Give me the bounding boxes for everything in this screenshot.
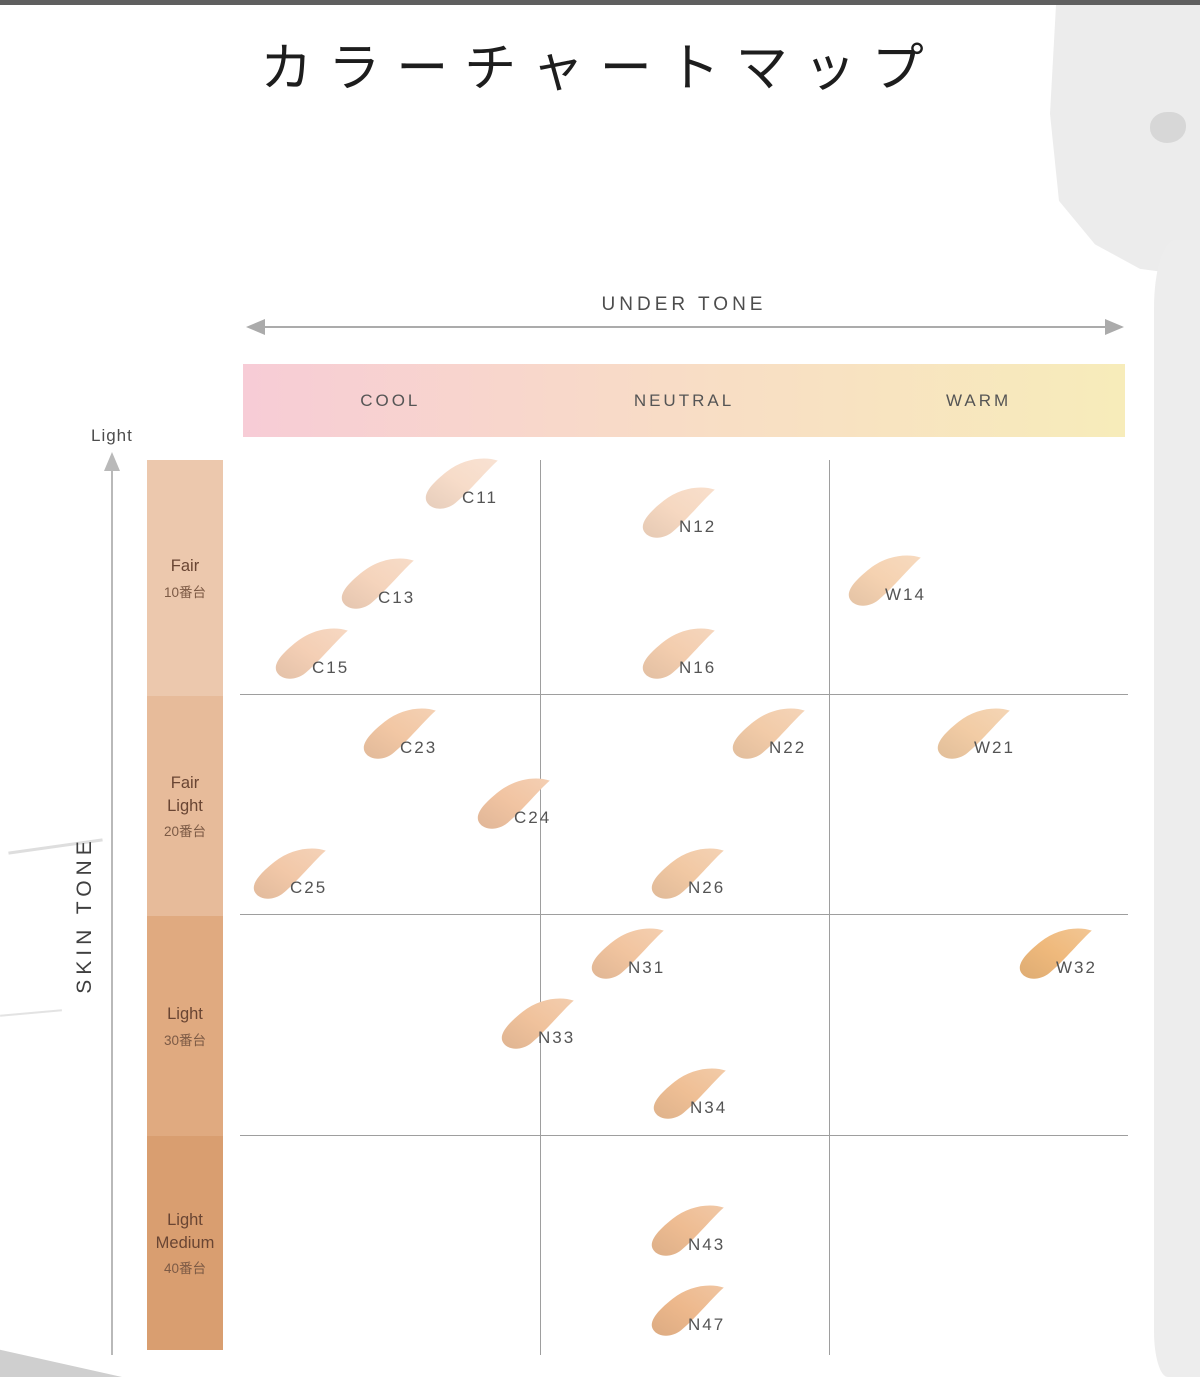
grid-line-vertical bbox=[829, 460, 830, 1355]
band-name: Fair Light bbox=[167, 774, 203, 815]
arrow-right-head-icon bbox=[1105, 319, 1124, 335]
grid-line-horizontal bbox=[240, 694, 1128, 695]
foundation-smear-icon bbox=[501, 998, 574, 1049]
skin-tone-band-light: Light 30番台 bbox=[147, 916, 223, 1136]
foundation-smear-icon bbox=[477, 778, 550, 829]
zone-label-warm: WARM bbox=[945, 390, 1012, 410]
shade-swatch-c23: C23 bbox=[358, 705, 468, 767]
shade-swatch-n33: N33 bbox=[496, 995, 606, 1057]
zone-label-cool: COOL bbox=[360, 390, 421, 410]
band-name: Fair bbox=[170, 557, 200, 576]
top-border-bar bbox=[0, 0, 1200, 5]
foundation-smear-icon bbox=[642, 487, 715, 538]
band-range-label: 10番台 bbox=[163, 584, 207, 600]
foundation-smear-icon bbox=[363, 708, 436, 759]
shade-code-label: W32 bbox=[1056, 958, 1097, 977]
foundation-smear-icon bbox=[848, 555, 921, 606]
shade-code-label: C24 bbox=[514, 808, 552, 827]
shade-swatch-n26: N26 bbox=[646, 845, 756, 907]
skin-tone-band-fair-light: Fair Light 20番台 bbox=[147, 696, 223, 916]
shade-code-label: C13 bbox=[378, 588, 416, 607]
shade-swatch-n12: N12 bbox=[637, 484, 747, 546]
skin-tone-axis-arrow bbox=[104, 452, 120, 1355]
skin-tone-axis-label: SKIN TONE bbox=[73, 836, 96, 994]
paper-texture-scratch bbox=[0, 1009, 62, 1017]
shade-swatch-n16: N16 bbox=[637, 625, 747, 687]
shade-code-label: N22 bbox=[769, 738, 807, 757]
shade-code-label: N34 bbox=[690, 1098, 728, 1117]
shade-swatch-c15: C15 bbox=[270, 625, 380, 687]
skin-tone-band-fair: Fair 10番台 bbox=[147, 460, 223, 696]
shade-swatch-n43: N43 bbox=[646, 1202, 756, 1264]
foundation-smear-icon bbox=[732, 708, 805, 759]
undertone-axis-label: UNDER TONE bbox=[601, 294, 767, 315]
foundation-smear-icon bbox=[937, 708, 1010, 759]
foundation-smear-icon bbox=[642, 628, 715, 679]
paper-texture-spot bbox=[1150, 112, 1186, 143]
foundation-smear-icon bbox=[425, 458, 498, 509]
shade-swatch-n47: N47 bbox=[646, 1282, 756, 1344]
shade-code-label: N33 bbox=[538, 1028, 576, 1047]
arrow-line bbox=[255, 326, 1115, 328]
band-range-label: 20番台 bbox=[163, 823, 207, 839]
shade-swatch-w32: W32 bbox=[1014, 925, 1124, 987]
shade-swatch-c24: C24 bbox=[472, 775, 582, 837]
shade-swatch-n34: N34 bbox=[648, 1065, 758, 1127]
skin-tone-band-light-medium: Light Medium 40番台 bbox=[147, 1136, 223, 1350]
band-range-label: 30番台 bbox=[163, 1032, 207, 1048]
shade-code-label: C25 bbox=[290, 878, 328, 897]
shade-code-label: N12 bbox=[679, 517, 717, 536]
foundation-smear-icon bbox=[591, 928, 664, 979]
shade-swatch-w21: W21 bbox=[932, 705, 1042, 767]
shade-code-label: N31 bbox=[628, 958, 666, 977]
shade-code-label: C15 bbox=[312, 658, 350, 677]
grid-line-horizontal bbox=[240, 914, 1128, 915]
shade-swatch-c13: C13 bbox=[336, 555, 446, 617]
shade-code-label: C23 bbox=[400, 738, 438, 757]
shade-code-label: W21 bbox=[974, 738, 1015, 757]
grid-line-horizontal bbox=[240, 1135, 1128, 1136]
shade-swatch-n22: N22 bbox=[727, 705, 837, 767]
shade-code-label: N16 bbox=[679, 658, 717, 677]
shade-code-label: C11 bbox=[462, 488, 498, 507]
page-title: カラーチャートマップ bbox=[260, 39, 940, 99]
foundation-smear-icon bbox=[341, 558, 414, 609]
shade-swatch-c25: C25 bbox=[248, 845, 358, 907]
grid-line-vertical bbox=[540, 460, 541, 1355]
shade-swatch-n31: N31 bbox=[586, 925, 696, 987]
undertone-axis-arrow bbox=[246, 319, 1124, 335]
shade-code-label: N47 bbox=[688, 1315, 726, 1334]
paper-texture-right-edge bbox=[1154, 240, 1200, 1377]
skin-tone-band-column: Fair 10番台 Fair Light 20番台 Light 30番台 Light Mediu… bbox=[147, 460, 223, 1350]
band-name: Light Medium bbox=[155, 1211, 215, 1252]
foundation-smear-icon bbox=[653, 1068, 726, 1119]
foundation-smear-icon bbox=[1019, 928, 1092, 979]
foundation-smear-icon bbox=[651, 1285, 724, 1336]
shade-code-label: W14 bbox=[885, 585, 926, 604]
shade-swatch-c11: C11 bbox=[420, 455, 530, 517]
foundation-smear-icon bbox=[651, 1205, 724, 1256]
shade-swatch-w14: W14 bbox=[843, 552, 953, 614]
shade-code-label: N26 bbox=[688, 878, 726, 897]
undertone-gradient-bar: COOL NEUTRAL WARM bbox=[243, 364, 1125, 437]
arrow-line bbox=[111, 467, 113, 1355]
shade-code-label: N43 bbox=[688, 1235, 726, 1254]
band-name: Light bbox=[167, 1005, 203, 1024]
foundation-smear-icon bbox=[275, 628, 348, 679]
foundation-smear-icon bbox=[253, 848, 326, 899]
zone-label-neutral: NEUTRAL bbox=[633, 390, 735, 410]
skin-tone-direction-label: Light bbox=[91, 426, 133, 445]
band-range-label: 40番台 bbox=[163, 1260, 207, 1276]
foundation-smear-icon bbox=[651, 848, 724, 899]
arrow-up-head-icon bbox=[104, 452, 120, 471]
